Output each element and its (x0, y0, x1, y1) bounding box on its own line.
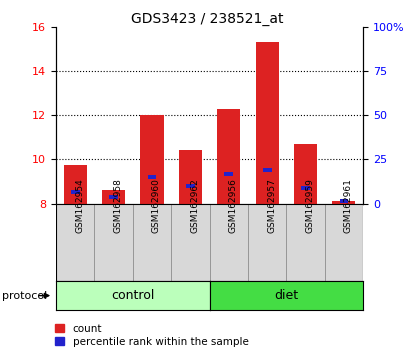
Text: GSM162962: GSM162962 (190, 178, 199, 233)
Text: GDS3423 / 238521_at: GDS3423 / 238521_at (131, 12, 284, 27)
Bar (248, 204, 286, 281)
Text: GSM162958: GSM162958 (114, 178, 122, 233)
Bar (186, 184, 195, 188)
Bar (102, 190, 125, 204)
Bar (109, 195, 118, 199)
Legend: count, percentile rank within the sample: count, percentile rank within the sample (55, 324, 249, 347)
Text: control: control (111, 289, 154, 302)
Bar (71, 190, 80, 194)
Bar (301, 185, 310, 190)
Bar (339, 199, 348, 203)
Bar (263, 168, 271, 172)
Text: GSM162961: GSM162961 (344, 178, 353, 233)
Text: GSM162959: GSM162959 (305, 178, 315, 233)
Text: GSM162956: GSM162956 (229, 178, 238, 233)
Text: GSM162957: GSM162957 (267, 178, 276, 233)
Bar (148, 176, 156, 179)
Text: GSM162960: GSM162960 (152, 178, 161, 233)
Bar (256, 42, 279, 204)
Bar (210, 204, 248, 281)
Bar (217, 109, 240, 204)
Bar (286, 204, 325, 281)
Bar (133, 204, 171, 281)
Bar (325, 204, 363, 281)
Bar (140, 115, 164, 204)
Bar (332, 201, 355, 204)
Bar (294, 144, 317, 204)
Bar (56, 204, 95, 281)
Bar (171, 204, 210, 281)
Text: protocol: protocol (2, 291, 47, 301)
Bar (179, 150, 202, 204)
Bar (225, 172, 233, 176)
Bar (95, 204, 133, 281)
Text: GSM162954: GSM162954 (75, 178, 84, 233)
Bar (64, 166, 87, 204)
Text: diet: diet (274, 289, 298, 302)
